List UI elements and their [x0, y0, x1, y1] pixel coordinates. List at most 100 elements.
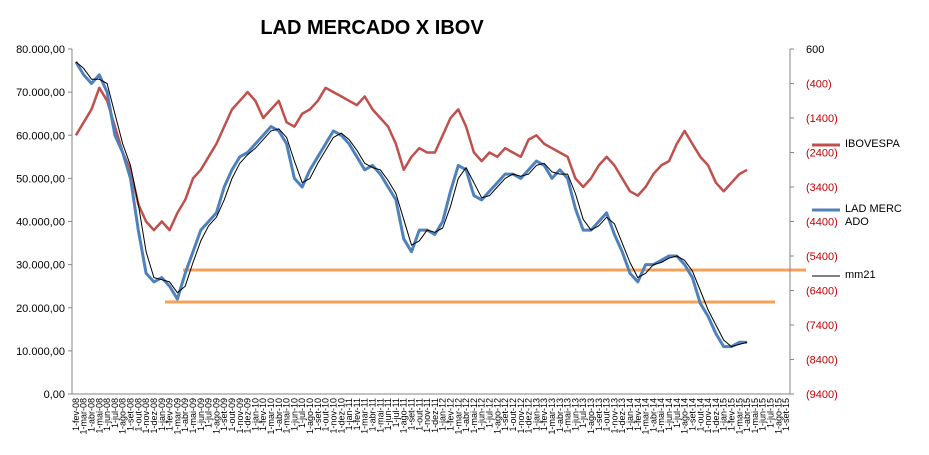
x-tick-label: 1-set-09 — [219, 398, 229, 431]
x-tick-label: 1-set-14 — [687, 398, 697, 431]
x-tick-label: 1-mai-14 — [656, 398, 666, 434]
x-tick-label: 1-mai-08 — [94, 398, 104, 434]
x-tick-label: 1-jul-13 — [578, 398, 588, 428]
x-tick-label: 1-jun-08 — [102, 398, 112, 431]
x-tick-label: 1-mai-10 — [282, 398, 292, 434]
y-tick-label: 0,00 — [44, 389, 65, 401]
x-tick-label: 1-set-15 — [781, 398, 791, 431]
x-tick-label: 1-dez-12 — [524, 398, 534, 434]
x-tick-label: 1-out-08 — [133, 398, 143, 432]
x-tick-label: 1-ago-09 — [211, 398, 221, 434]
x-tick-label: 1-jun-11 — [383, 398, 393, 430]
x-tick-label: 1-mar-11 — [360, 398, 370, 434]
y2-tick-label: (7400) — [806, 320, 838, 332]
x-tick-label: 1-nov-10 — [328, 398, 338, 434]
x-tick-label: 1-dez-10 — [336, 398, 346, 434]
x-tick-label: 1-jul-08 — [110, 398, 120, 428]
x-tick-label: 1-jul-15 — [765, 398, 775, 428]
y-tick-label: 30.000,00 — [16, 260, 65, 272]
x-tick-label: 1-out-11 — [414, 398, 424, 431]
series-line — [74, 86, 748, 232]
x-tick-label: 1-abr-14 — [648, 398, 658, 432]
x-tick-label: 1-out-10 — [321, 398, 331, 432]
x-tick-label: 1-mai-09 — [188, 398, 198, 434]
x-tick-label: 1-jul-14 — [672, 398, 682, 428]
x-tick-label: 1-jan-11 — [344, 398, 354, 430]
x-tick-label: 1-out-12 — [508, 398, 518, 432]
x-tick-label: 1-fev-08 — [71, 398, 81, 431]
x-tick-label: 1-fev-12 — [446, 398, 456, 431]
x-tick-label: 1-jan-10 — [250, 398, 260, 431]
x-tick-label: 1-dez-13 — [617, 398, 627, 434]
y2-tick-label: (8400) — [806, 355, 838, 367]
series-line — [75, 61, 748, 348]
x-tick-label: 1-jul-12 — [485, 398, 495, 428]
x-tick-label: 1-jun-12 — [477, 398, 487, 431]
y-tick-label: 20.000,00 — [16, 303, 65, 315]
x-tick-label: 1-set-08 — [126, 398, 136, 431]
y-tick-label: 70.000,00 — [16, 87, 65, 99]
x-tick-label: 1-abr-12 — [461, 398, 471, 432]
x-tick-label: 1-abr-15 — [742, 398, 752, 432]
x-tick-label: 1-set-13 — [594, 398, 604, 431]
x-tick-label: 1-mai-12 — [469, 398, 479, 434]
legend-label: IBOVESPA — [845, 138, 900, 150]
y2-tick-label: 600 — [806, 44, 824, 56]
x-tick-label: 1-mar-08 — [79, 398, 89, 435]
x-tick-label: 1-dez-08 — [149, 398, 159, 434]
y2-tick-label: (2400) — [806, 148, 838, 160]
y-tick-label: 10.000,00 — [16, 346, 65, 358]
x-tick-label: 1-out-13 — [602, 398, 612, 432]
y-tick-label: 60.000,00 — [16, 130, 65, 142]
x-tick-label: 1-mar-15 — [734, 398, 744, 435]
x-tick-label: 1-abr-09 — [180, 398, 190, 432]
x-tick-label: 1-mar-14 — [641, 398, 651, 435]
x-tick-label: 1-mai-15 — [750, 398, 760, 434]
x-tick-label: 1-jan-09 — [157, 398, 167, 431]
x-tick-label: 1-nov-11 — [422, 398, 432, 433]
y2-tick-label: (5400) — [806, 251, 838, 263]
x-tick-label: 1-jul-09 — [204, 398, 214, 428]
y2-tick-label: (4400) — [806, 217, 838, 229]
x-tick-label: 1-fev-14 — [633, 398, 643, 431]
y-tick-label: 50.000,00 — [16, 173, 65, 185]
x-tick-label: 1-set-10 — [313, 398, 323, 431]
x-tick-label: 1-abr-10 — [274, 398, 284, 432]
x-tick-label: 1-dez-09 — [243, 398, 253, 434]
y2-tick-label: (6400) — [806, 286, 838, 298]
series-line — [74, 61, 748, 349]
x-tick-label: 1-out-09 — [227, 398, 237, 432]
x-tick-label: 1-dez-11 — [430, 398, 440, 433]
legend-label: LAD MERCADO — [845, 203, 902, 228]
x-tick-label: 1-ago-15 — [773, 398, 783, 434]
chart-title: LAD MERCADO X IBOV — [260, 17, 484, 39]
x-tick-label: 1-abr-13 — [555, 398, 565, 432]
x-tick-label: 1-jan-13 — [531, 398, 541, 431]
x-tick-label: 1-jan-12 — [438, 398, 448, 431]
x-tick-label: 1-ago-12 — [492, 398, 502, 434]
x-tick-label: 1-mar-13 — [547, 398, 557, 435]
x-tick-label: 1-jan-15 — [719, 398, 729, 431]
x-tick-label: 1-nov-12 — [516, 398, 526, 434]
y2-tick-label: (1400) — [806, 113, 838, 125]
x-tick-label: 1-fev-13 — [539, 398, 549, 431]
x-tick-label: 1-dez-14 — [711, 398, 721, 434]
x-tick-label: 1-jul-10 — [297, 398, 307, 428]
x-tick-label: 1-abr-08 — [87, 398, 97, 432]
y2-tick-label: (3400) — [806, 182, 838, 194]
x-tick-label: 1-mar-09 — [172, 398, 182, 435]
x-tick-label: 1-jul-11 — [391, 398, 401, 427]
y-tick-label: 80.000,00 — [16, 44, 65, 56]
x-tick-label: 1-fev-09 — [165, 398, 175, 431]
x-tick-label: 1-jun-15 — [758, 398, 768, 431]
x-tick-label: 1-nov-14 — [703, 398, 713, 434]
x-tick-label: 1-jun-09 — [196, 398, 206, 431]
x-tick-label: 1-fev-10 — [258, 398, 268, 431]
x-tick-label: 1-nov-09 — [235, 398, 245, 434]
x-tick-label: 1-jun-14 — [664, 398, 674, 431]
x-tick-label: 1-nov-13 — [609, 398, 619, 434]
x-tick-label: 1-mai-11 — [375, 398, 385, 433]
x-tick-label: 1-mar-10 — [266, 398, 276, 435]
